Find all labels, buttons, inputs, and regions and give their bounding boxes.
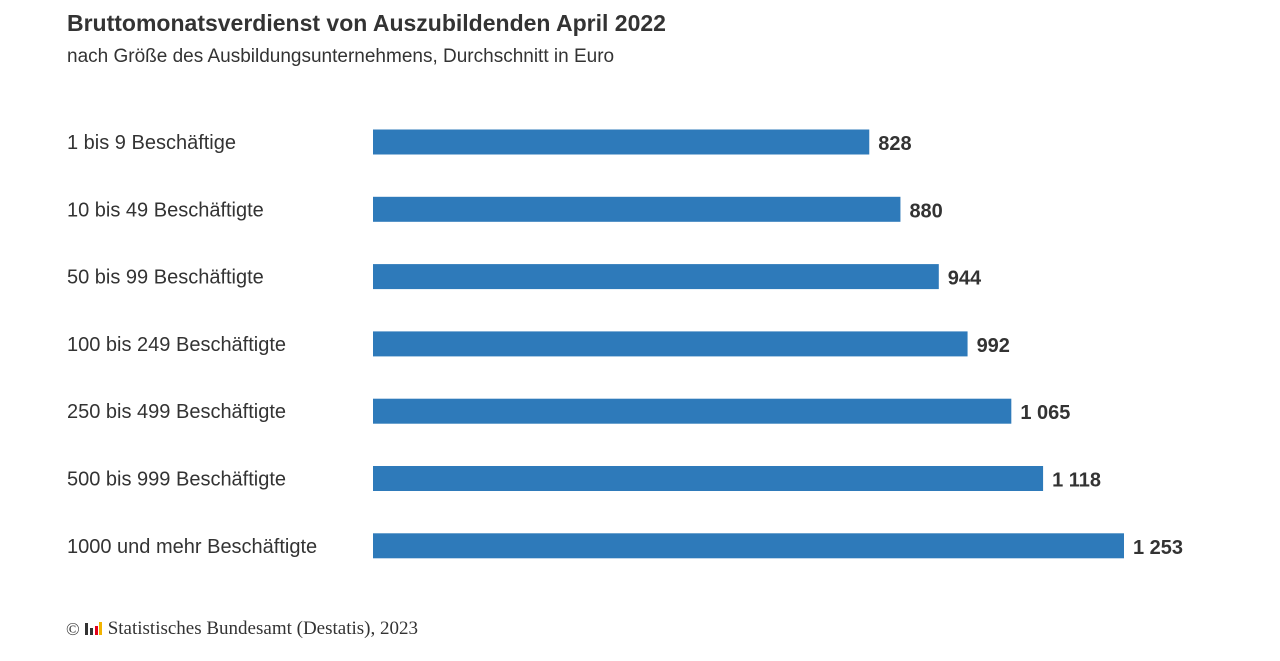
value-label: 992 bbox=[977, 335, 1010, 357]
bar bbox=[373, 264, 939, 290]
category-label: 50 bis 99 Beschäftigte bbox=[67, 267, 264, 289]
source-footer: © Statistisches Bundesamt (Destatis), 20… bbox=[66, 618, 418, 640]
bar bbox=[373, 398, 1012, 424]
category-label: 1 bis 9 Beschäftige bbox=[67, 132, 236, 154]
value-label: 1 118 bbox=[1052, 470, 1101, 492]
value-label: 880 bbox=[909, 200, 942, 222]
bar bbox=[373, 129, 870, 155]
category-label: 1000 und mehr Beschäftigte bbox=[67, 536, 317, 558]
value-label: 828 bbox=[878, 133, 911, 155]
category-label: 10 bis 49 Beschäftigte bbox=[67, 199, 264, 221]
category-label: 500 bis 999 Beschäftigte bbox=[67, 469, 286, 491]
bar-chart: 1 bis 9 Beschäftige 828 10 bis 49 Beschäft… bbox=[67, 129, 1183, 559]
value-label: 944 bbox=[948, 268, 982, 290]
chart-subtitle: nach Größe des Ausbildungsunternehmens, … bbox=[67, 46, 615, 67]
category-label: 100 bis 249 Beschäftigte bbox=[67, 334, 286, 356]
bar bbox=[373, 331, 968, 357]
bar bbox=[373, 196, 901, 222]
bar bbox=[373, 533, 1124, 559]
destatis-logo-icon bbox=[84, 621, 102, 637]
source-text: Statistisches Bundesamt (Destatis), 2023 bbox=[107, 618, 418, 639]
bar bbox=[373, 466, 1044, 491]
value-label: 1 253 bbox=[1133, 537, 1183, 559]
category-label: 250 bis 499 Beschäftigte bbox=[67, 401, 286, 423]
value-label: 1 065 bbox=[1020, 402, 1070, 424]
chart-title: Bruttomonatsverdienst von Auszubildenden… bbox=[67, 10, 666, 36]
copyright-symbol: © bbox=[66, 618, 80, 639]
